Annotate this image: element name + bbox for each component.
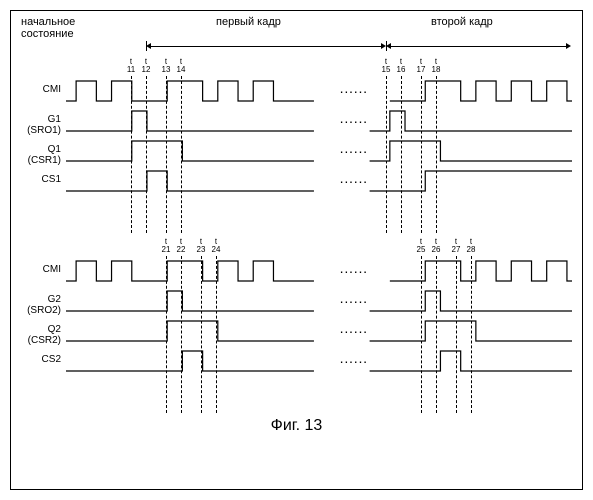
row-g1: G1 (SRO1) ······	[11, 106, 582, 136]
t18: t 18	[432, 58, 441, 74]
header-row: начальное состояние первый кадр второй к…	[11, 11, 582, 41]
row-q1: Q1 (CSR1) ······	[11, 136, 582, 166]
row-cs1: CS1 ······	[11, 166, 582, 196]
wave-g1: ······	[66, 106, 572, 136]
timing-diagram: начальное состояние первый кадр второй к…	[10, 10, 583, 490]
arrow-first-frame	[151, 46, 381, 47]
wave-q2: ······	[66, 316, 572, 346]
arrow-row	[11, 41, 582, 53]
t27: t 27	[452, 238, 461, 254]
svg-text:······: ······	[339, 263, 367, 279]
svg-text:······: ······	[339, 293, 367, 309]
row-g2: G2 (SRO2) ······	[11, 286, 582, 316]
label-cmi-2: CMI	[11, 264, 61, 275]
svg-text:······: ······	[339, 323, 367, 339]
label-first-frame: первый кадр	[216, 16, 281, 28]
wave-cmi-2: ······	[66, 256, 572, 286]
wave-q1: ······	[66, 136, 572, 166]
label-cmi-1: CMI	[11, 84, 61, 95]
t21: t 21	[162, 238, 171, 254]
t13: t 13	[162, 58, 171, 74]
tlabels-block1: t 11 t 12 t 13 t 14 t 15 t 16 t 17 t 18	[11, 58, 582, 76]
wave-cmi-1: ······	[66, 76, 572, 106]
row-cmi-1: CMI ······	[11, 76, 582, 106]
t22: t 22	[177, 238, 186, 254]
row-cs2: CS2 ······	[11, 346, 582, 376]
t26: t 26	[432, 238, 441, 254]
t25: t 25	[417, 238, 426, 254]
row-q2: Q2 (CSR2) ······	[11, 316, 582, 346]
tlabels-block2: t 21 t 22 t 23 t 24 t 25 t 26 t 27 t 28	[11, 238, 582, 256]
svg-text:······: ······	[339, 143, 367, 159]
t17: t 17	[417, 58, 426, 74]
t16: t 16	[397, 58, 406, 74]
label-second-frame: второй кадр	[431, 16, 493, 28]
label-q2: Q2 (CSR2)	[11, 324, 61, 346]
svg-text:······: ······	[339, 173, 367, 189]
wave-g2: ······	[66, 286, 572, 316]
t15: t 15	[382, 58, 391, 74]
wave-cs1: ······	[66, 166, 572, 196]
t24: t 24	[212, 238, 221, 254]
label-cs1: CS1	[11, 174, 61, 185]
wave-cs2: ······	[66, 346, 572, 376]
block1: t 11 t 12 t 13 t 14 t 15 t 16 t 17 t 18 …	[11, 58, 582, 233]
label-g1: G1 (SRO1)	[11, 114, 61, 136]
row-cmi-2: CMI ······	[11, 256, 582, 286]
svg-text:······: ······	[339, 353, 367, 369]
t14: t 14	[177, 58, 186, 74]
arrow-second-frame	[391, 46, 566, 47]
t12: t 12	[142, 58, 151, 74]
figure-caption: Фиг. 13	[11, 417, 582, 435]
t23: t 23	[197, 238, 206, 254]
label-g2: G2 (SRO2)	[11, 294, 61, 316]
t11: t 11	[127, 58, 135, 74]
label-q1: Q1 (CSR1)	[11, 144, 61, 166]
block2: t 21 t 22 t 23 t 24 t 25 t 26 t 27 t 28 …	[11, 238, 582, 413]
t28: t 28	[467, 238, 476, 254]
svg-text:······: ······	[339, 83, 367, 99]
svg-text:······: ······	[339, 113, 367, 129]
label-cs2: CS2	[11, 354, 61, 365]
label-initial-state: начальное состояние	[21, 16, 75, 40]
